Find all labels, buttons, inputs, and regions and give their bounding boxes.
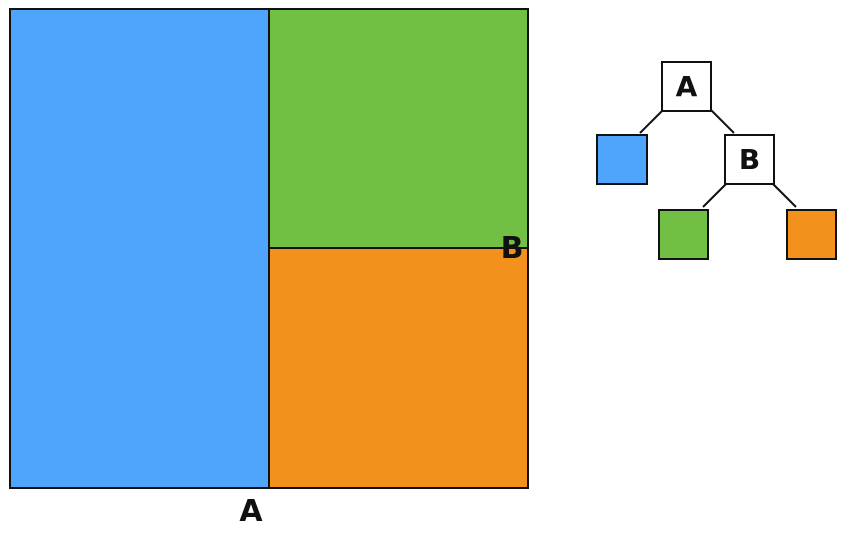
edge-a-blue [639,108,665,134]
region-blue [9,8,270,489]
tree-leaf-green [658,209,709,260]
region-green [268,8,529,249]
tree-node-a-label: A [676,70,698,103]
edge-b-green [702,182,728,208]
region-orange [268,247,529,489]
tree-leaf-orange [786,209,837,260]
tree-leaf-blue [596,134,648,185]
tree-node-b [724,134,775,185]
split-label-b: B [500,231,524,266]
edge-b-orange [771,182,797,208]
split-label-a: A [239,494,263,529]
tree-node-b-label: B [739,143,760,176]
edge-a-b [709,108,735,134]
tree-node-a [661,61,712,112]
